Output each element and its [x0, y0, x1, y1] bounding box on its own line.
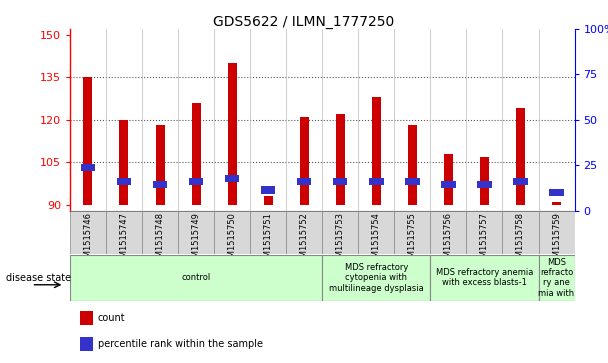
Text: MDS refractory
cytopenia with
multilineage dysplasia: MDS refractory cytopenia with multilinea…	[329, 263, 424, 293]
FancyBboxPatch shape	[539, 211, 575, 254]
Bar	[227, 63, 237, 205]
Text: GDS5622 / ILMN_1777250: GDS5622 / ILMN_1777250	[213, 15, 395, 29]
Bar	[120, 120, 128, 205]
Bar	[264, 196, 272, 205]
Text: GSM1515746: GSM1515746	[83, 212, 92, 268]
FancyBboxPatch shape	[286, 211, 322, 254]
Bar	[333, 178, 347, 185]
Bar	[192, 103, 201, 205]
Text: GSM1515752: GSM1515752	[300, 212, 309, 268]
FancyBboxPatch shape	[142, 211, 178, 254]
Bar	[83, 77, 92, 205]
Bar	[156, 126, 165, 205]
Bar	[444, 154, 453, 205]
Text: disease state: disease state	[6, 273, 71, 283]
FancyBboxPatch shape	[395, 211, 430, 254]
Bar	[372, 97, 381, 205]
Text: GSM1515750: GSM1515750	[227, 212, 237, 268]
Text: GSM1515758: GSM1515758	[516, 212, 525, 268]
Bar	[117, 178, 131, 185]
Text: MDS refractory anemia
with excess blasts-1: MDS refractory anemia with excess blasts…	[436, 268, 533, 287]
Text: GSM1515748: GSM1515748	[156, 212, 165, 268]
Text: GSM1515755: GSM1515755	[408, 212, 417, 268]
Text: GSM1515747: GSM1515747	[120, 212, 128, 268]
Text: GSM1515751: GSM1515751	[264, 212, 272, 268]
FancyBboxPatch shape	[106, 211, 142, 254]
Bar	[408, 126, 417, 205]
Bar	[405, 178, 420, 185]
FancyBboxPatch shape	[322, 211, 358, 254]
Bar	[549, 189, 564, 196]
Text: GSM1515753: GSM1515753	[336, 212, 345, 268]
Bar	[480, 157, 489, 205]
Bar	[81, 164, 95, 171]
FancyBboxPatch shape	[502, 211, 539, 254]
FancyBboxPatch shape	[70, 211, 106, 254]
Text: control: control	[181, 273, 211, 282]
Bar	[189, 178, 203, 185]
Bar	[477, 181, 492, 188]
FancyBboxPatch shape	[322, 254, 430, 301]
FancyBboxPatch shape	[70, 254, 322, 301]
Bar	[441, 181, 455, 188]
Bar	[80, 337, 92, 351]
Text: GSM1515754: GSM1515754	[372, 212, 381, 268]
Bar	[516, 109, 525, 205]
Bar	[513, 178, 528, 185]
Bar	[80, 311, 92, 325]
FancyBboxPatch shape	[539, 254, 575, 301]
FancyBboxPatch shape	[430, 254, 539, 301]
Bar	[552, 202, 561, 205]
Text: percentile rank within the sample: percentile rank within the sample	[98, 339, 263, 350]
Bar	[300, 117, 309, 205]
Bar	[261, 187, 275, 193]
Text: GSM1515759: GSM1515759	[552, 212, 561, 268]
Text: GSM1515756: GSM1515756	[444, 212, 453, 268]
Text: count: count	[98, 313, 125, 323]
FancyBboxPatch shape	[430, 211, 466, 254]
Bar	[297, 178, 311, 185]
Bar	[336, 114, 345, 205]
Text: GSM1515749: GSM1515749	[192, 212, 201, 268]
FancyBboxPatch shape	[466, 211, 502, 254]
Bar	[225, 175, 240, 182]
FancyBboxPatch shape	[178, 211, 214, 254]
FancyBboxPatch shape	[250, 211, 286, 254]
FancyBboxPatch shape	[214, 211, 250, 254]
Text: MDS
refracto
ry ane
mia with: MDS refracto ry ane mia with	[539, 258, 575, 298]
Bar	[369, 178, 384, 185]
Text: GSM1515757: GSM1515757	[480, 212, 489, 268]
Bar	[153, 181, 167, 188]
FancyBboxPatch shape	[358, 211, 395, 254]
